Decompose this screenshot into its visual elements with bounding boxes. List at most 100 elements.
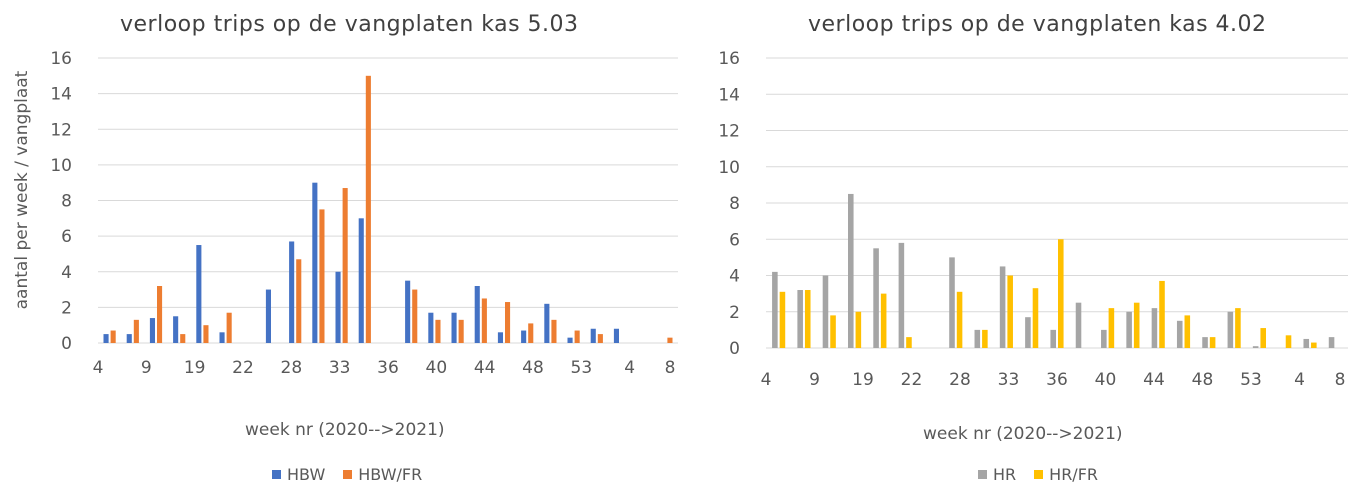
y-tick-label: 16 (50, 49, 72, 69)
x-tick-label: 19 (852, 370, 874, 390)
legend-label: HBW/FR (358, 465, 423, 484)
y-tick-label: 16 (718, 49, 740, 69)
bar-hr-fr (855, 311, 862, 348)
legend-item-hbw: HBW (272, 465, 325, 484)
bar-hr-fr (1209, 337, 1216, 348)
legend-item-hr-fr: HR/FR (1034, 465, 1098, 484)
bar-hr (1303, 338, 1310, 348)
x-tick-label: 33 (998, 370, 1020, 390)
bar-hr-fr (804, 290, 811, 348)
legend-swatch (1034, 470, 1044, 479)
bar-hbw (289, 241, 295, 343)
bar-hbw-fr (342, 188, 348, 343)
bar-hr (1101, 329, 1107, 348)
bar-hr-fr (1184, 315, 1191, 348)
x-tick-label: 53 (571, 358, 593, 378)
bar-hbw-fr (412, 289, 418, 343)
bar-hbw (196, 245, 202, 343)
bar-hr (1328, 337, 1335, 348)
legend-item-hr: HR (978, 465, 1016, 484)
chart-kas-5-03: verloop trips op de vangplaten kas 5.03 … (12, 12, 678, 484)
chart-title: verloop trips op de vangplaten kas 5.03 (120, 12, 579, 37)
x-tick-label: 8 (665, 358, 676, 378)
x-tick-label: 36 (377, 358, 399, 378)
bar-hbw (312, 182, 318, 343)
x-tick-label: 33 (329, 358, 351, 378)
bar-hr-fr (830, 315, 836, 348)
bar-hbw (405, 280, 411, 343)
legend-item-hbw-fr: HBW/FR (343, 465, 422, 484)
y-tick-label: 4 (61, 263, 72, 283)
bar-hr (898, 242, 905, 348)
x-tick-label: 28 (949, 370, 971, 390)
bar-hbw (590, 328, 596, 343)
chart-title: verloop trips op de vangplaten kas 4.02 (808, 12, 1267, 37)
bar-hbw (219, 332, 225, 343)
bar-hbw (149, 318, 155, 343)
legend-swatch (978, 470, 987, 479)
bar-hr (1252, 346, 1259, 348)
bar-hr (1176, 320, 1183, 348)
bar-hr (1151, 308, 1158, 348)
bar-hbw-fr (505, 302, 511, 343)
x-tick-label: 44 (1143, 370, 1165, 390)
bar-hbw-fr (481, 298, 487, 343)
bar-hr-fr (956, 291, 963, 348)
x-tick-label: 9 (809, 370, 820, 390)
legend: HR HR/FR (978, 465, 1098, 484)
bar-hbw-fr (110, 330, 116, 343)
bar-hr-fr (1311, 342, 1317, 348)
x-tick-label: 48 (1192, 370, 1214, 390)
bar-hbw-fr (133, 319, 139, 343)
bar-hr-fr (1260, 328, 1267, 348)
x-tick-label: 4 (1294, 370, 1305, 390)
y-tick-label: 10 (50, 156, 72, 176)
bar-hbw (358, 218, 364, 343)
bar-hr (822, 275, 829, 348)
legend: HBW HBW/FR (272, 465, 422, 484)
bar-hbw (126, 334, 132, 343)
x-tick-label: 48 (522, 358, 544, 378)
bar-hr (974, 329, 981, 348)
bar-hbw-fr (226, 312, 232, 343)
bar-hbw (103, 334, 109, 343)
bar-hr-fr (880, 293, 887, 348)
bar-hr (1202, 337, 1208, 348)
x-tick-label: 40 (1095, 370, 1117, 390)
bar-hbw (428, 312, 434, 343)
bar-hr (1126, 311, 1132, 348)
bar-hbw (521, 330, 527, 343)
y-tick-label: 8 (729, 194, 740, 214)
bar-hr (999, 266, 1006, 348)
bar-hr-fr (1007, 275, 1013, 348)
y-tick-label: 2 (729, 303, 740, 323)
bar-hbw-fr (319, 209, 325, 343)
x-tick-label: 9 (141, 358, 152, 378)
bar-hr (1227, 311, 1234, 348)
bar-hbw-fr (203, 325, 209, 343)
bar-hr-fr (982, 329, 988, 348)
bar-hbw (173, 316, 179, 343)
bar-hbw (544, 303, 550, 343)
x-tick-label: 40 (426, 358, 448, 378)
bar-hbw (567, 337, 573, 343)
x-axis-label: week nr (2020-->2021) (245, 420, 445, 440)
x-tick-label: 19 (184, 358, 206, 378)
x-tick-label: 8 (1335, 370, 1346, 390)
bar-hr (797, 290, 803, 348)
bar-hbw-fr (435, 319, 441, 343)
x-axis-label: week nr (2020-->2021) (923, 424, 1123, 444)
x-tick-label: 4 (93, 358, 104, 378)
bar-hr-fr (1159, 280, 1165, 348)
x-tick-label: 53 (1240, 370, 1262, 390)
bar-hbw-fr (180, 334, 186, 343)
bar-hr (772, 271, 778, 348)
x-tick-label: 28 (281, 358, 303, 378)
bar-hr-fr (1235, 308, 1241, 348)
bar-hbw (335, 271, 341, 343)
bar-hr-fr (1285, 335, 1292, 348)
bar-hbw-fr (365, 75, 371, 343)
bar-hr (1050, 329, 1056, 348)
